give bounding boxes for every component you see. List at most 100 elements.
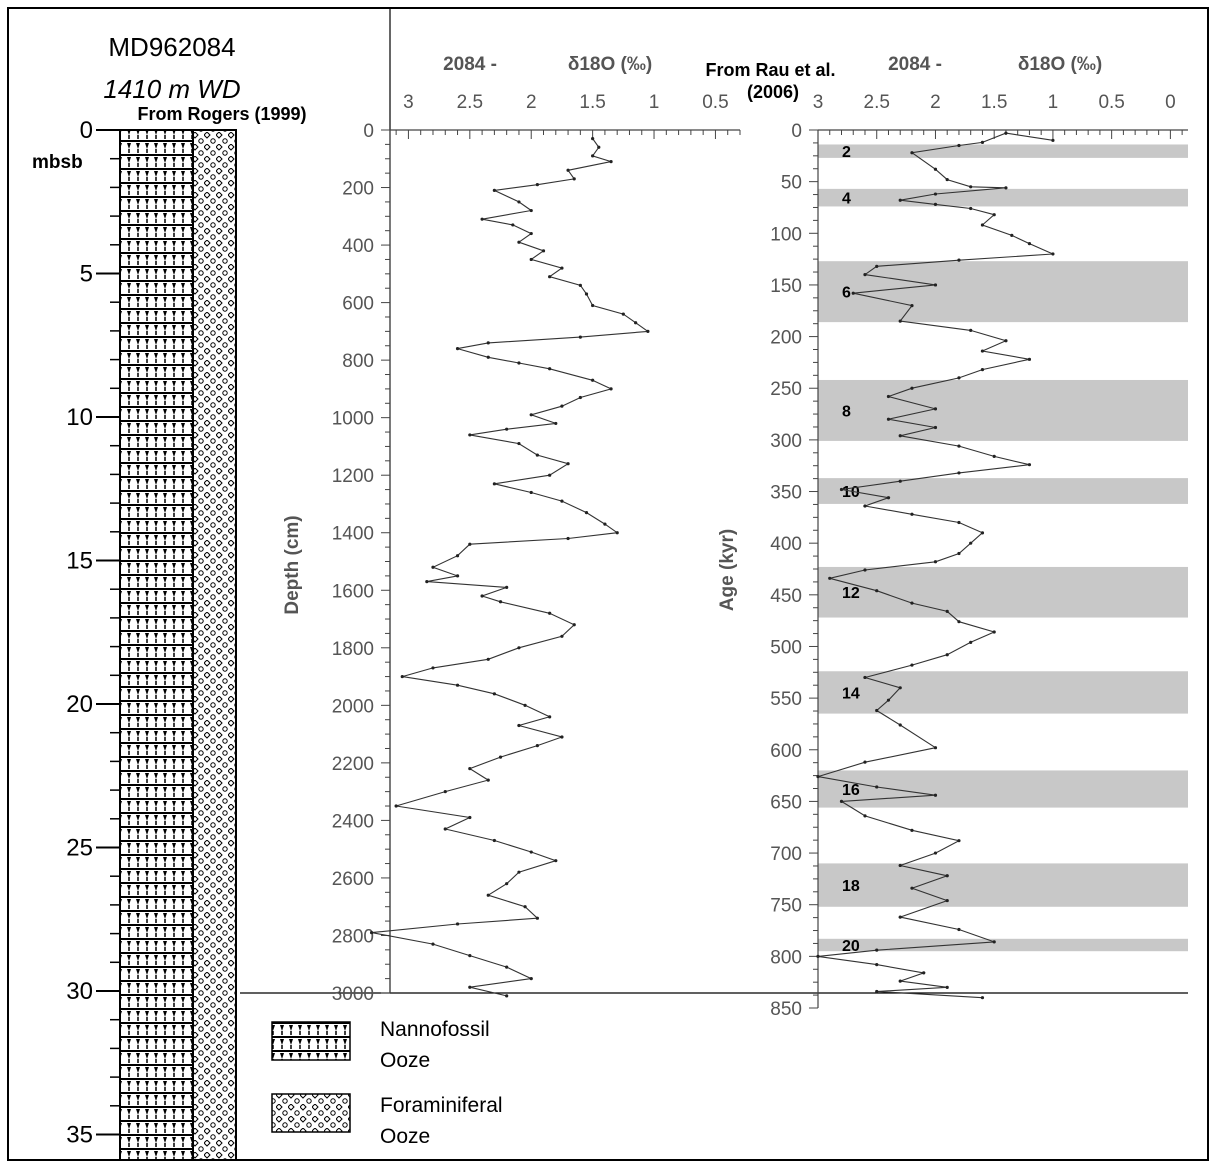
age-chart-data-point xyxy=(933,560,938,564)
depth-chart-data-point xyxy=(609,387,613,391)
age-chart-data-point xyxy=(875,589,879,593)
age-chart-data-point xyxy=(933,192,938,196)
depth-chart-y-tick-label: 2800 xyxy=(332,926,374,947)
age-chart-stage-band xyxy=(818,671,1188,714)
age-chart-data-point xyxy=(1004,131,1008,135)
age-chart-y-tick-label: 850 xyxy=(770,999,802,1020)
age-chart-x-title: δ18O (‰) xyxy=(1018,54,1102,75)
depth-chart-data-point xyxy=(591,137,595,141)
age-chart-data-point xyxy=(816,954,820,958)
depth-chart-data-point xyxy=(529,850,533,854)
depth-chart-data-point xyxy=(621,312,625,316)
age-chart-stage-band xyxy=(818,770,1188,808)
depth-chart-x-title: δ18O (‰) xyxy=(568,54,652,75)
age-chart-data-point xyxy=(945,609,949,613)
age-chart-data-point xyxy=(875,948,879,952)
age-chart-data-point xyxy=(898,723,902,727)
age-chart-data-point xyxy=(898,863,902,868)
age-chart-y-tick-label: 500 xyxy=(770,637,802,658)
depth-chart-data-point xyxy=(455,554,460,558)
depth-chart-data-point xyxy=(646,329,650,333)
depth-chart-x-tick-label: 3 xyxy=(403,92,414,113)
age-chart-data-point xyxy=(945,653,949,657)
depth-chart-data-point xyxy=(486,893,490,897)
depth-chart-data-point xyxy=(468,767,472,771)
core-depth-axis: 0 5 10 15 20 25 30 35 xyxy=(66,117,121,1149)
depth-chart-data-point xyxy=(591,303,595,308)
depth-chart-data-point xyxy=(480,217,484,221)
depth-chart-x-tick-label: 0.5 xyxy=(702,92,728,113)
nannofossil-ooze-column xyxy=(119,129,194,1161)
depth-chart-data-point xyxy=(535,453,539,457)
depth-chart-x-tick-label: 1.5 xyxy=(579,92,605,113)
depth-chart-data-point xyxy=(505,965,509,969)
age-chart-y-tick-label: 250 xyxy=(770,379,802,400)
age-chart-data-point xyxy=(969,640,973,644)
age-chart-data-point xyxy=(992,940,996,944)
age-chart-source: From Rau et al. (2006) xyxy=(705,60,840,102)
depth-chart-y-tick-label: 2200 xyxy=(332,754,374,775)
age-chart-data-point xyxy=(992,454,996,459)
age-chart-x-tick-label: 1.5 xyxy=(981,92,1007,113)
depth-chart-y-tick-label: 2600 xyxy=(332,869,374,890)
age-chart-data-point xyxy=(1051,138,1055,142)
depth-chart-data-point xyxy=(566,462,570,466)
depth-chart-data-point xyxy=(566,168,570,172)
age-chart-data-point xyxy=(898,915,902,919)
age-chart-data-point xyxy=(828,576,832,580)
age-chart-data-point xyxy=(863,273,867,277)
age-chart-data-point xyxy=(922,971,926,975)
depth-chart-y-tick-label: 800 xyxy=(342,351,374,372)
depth-chart-data-point xyxy=(455,574,460,578)
age-chart-data-point xyxy=(816,775,820,779)
depth-chart-y-tick-label: 2000 xyxy=(332,696,374,717)
age-chart-data-point xyxy=(886,496,891,500)
age-chart-stage-label: 20 xyxy=(842,938,860,955)
age-chart-y-tick-label: 350 xyxy=(770,483,802,504)
depth-chart-data-point xyxy=(492,482,496,486)
depth-chart-data-point xyxy=(548,275,552,279)
age-chart-data-point xyxy=(886,698,891,702)
age-chart-data-point xyxy=(898,686,902,690)
age-chart-y-title: Age (kyr) xyxy=(717,529,738,611)
age-chart-stage-band xyxy=(818,566,1188,618)
depth-chart-data-point xyxy=(523,703,527,707)
depth-chart-data-point xyxy=(560,634,564,638)
depth-chart-data-point xyxy=(535,744,539,748)
depth-chart-series-line xyxy=(371,138,650,997)
depth-chart-data-point xyxy=(634,321,638,325)
depth-chart-data-point xyxy=(431,565,435,569)
depth-chart-data-point xyxy=(584,292,589,296)
depth-chart-data-point xyxy=(560,499,564,503)
depth-chart-y-tick-label: 200 xyxy=(342,179,374,200)
depth-chart-data-point xyxy=(529,490,533,495)
legend-label-nannofossil-line1: Nannofossil xyxy=(380,1018,490,1041)
age-chart-x-tick-label: 3 xyxy=(813,92,824,113)
age-chart-data-point xyxy=(980,996,985,1000)
age-chart-y-tick-label: 700 xyxy=(770,844,802,865)
depth-chart-data-point xyxy=(529,231,533,236)
age-chart-data-point xyxy=(957,471,961,475)
age-chart-x-tick-label: 0.5 xyxy=(1098,92,1124,113)
depth-chart-data-point xyxy=(591,378,595,382)
age-chart-data-point xyxy=(898,479,902,483)
age-chart-x-tick-label: 2.5 xyxy=(864,92,890,113)
depth-chart-data-point xyxy=(517,870,521,874)
core-log-source: From Rogers (1999) xyxy=(137,104,306,124)
depth-chart-data-point xyxy=(505,585,509,589)
age-chart-y-tick-label: 600 xyxy=(770,741,802,762)
depth-chart-data-point xyxy=(517,441,521,446)
depth-chart-data-point xyxy=(511,223,515,227)
depth-chart-data-point xyxy=(529,208,533,213)
legend-label-foraminiferal-line1: Foraminiferal xyxy=(380,1094,503,1117)
age-chart-data-point xyxy=(945,177,949,182)
depth-chart-y-tick-label: 3000 xyxy=(332,984,374,1005)
depth-chart-data-point xyxy=(523,905,527,909)
age-chart-data-point xyxy=(945,898,949,903)
age-chart-stage-label: 12 xyxy=(842,585,860,602)
depth-chart-data-point xyxy=(498,600,503,604)
age-chart-data-point xyxy=(980,140,985,144)
age-chart-data-point xyxy=(875,963,879,967)
age-chart-data-point xyxy=(910,304,914,308)
depth-chart-data-point xyxy=(492,692,496,696)
